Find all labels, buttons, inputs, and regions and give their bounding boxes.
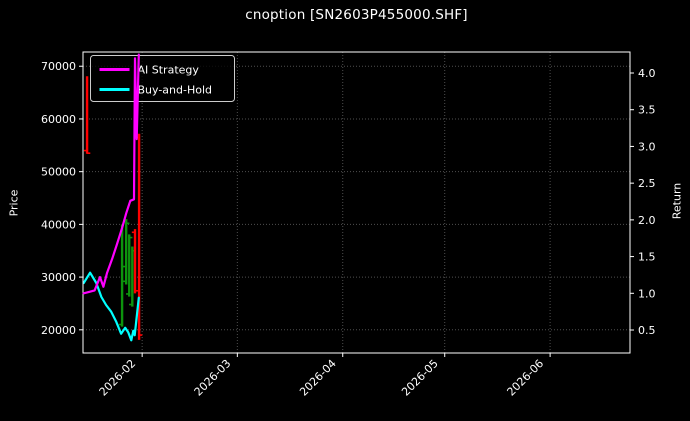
date-tick-label: 2026-02 — [97, 357, 139, 399]
return-axis-label: Return — [670, 182, 684, 220]
return-tick-label: 1.5 — [638, 251, 656, 264]
date-tick-label: 2026-04 — [297, 357, 339, 399]
price-axis-label: Price — [7, 189, 21, 217]
price-tick-label: 50000 — [41, 166, 76, 179]
price-tick-label: 60000 — [41, 113, 76, 126]
chart-title: cnoption [SN2603P455000.SHF] — [245, 7, 468, 23]
legend-label: Buy-and-Hold — [138, 84, 213, 97]
return-tick-label: 3.0 — [638, 140, 656, 153]
buy-and-hold-line — [82, 271, 140, 342]
return-tick-label: 1.0 — [638, 287, 656, 300]
legend-label: AI Strategy — [138, 64, 200, 77]
return-tick-label: 0.5 — [638, 324, 656, 337]
return-tick-label: 3.5 — [638, 104, 656, 117]
price-tick-label: 40000 — [41, 218, 76, 231]
date-tick-label: 2026-06 — [505, 357, 547, 399]
date-tick-label: 2026-03 — [192, 357, 234, 399]
return-tick-label: 2.0 — [638, 214, 656, 227]
price-tick-label: 70000 — [41, 60, 76, 73]
price-tick-label: 30000 — [41, 271, 76, 284]
return-tick-label: 2.5 — [638, 177, 656, 190]
ai-strategy-line — [82, 53, 140, 295]
price-tick-label: 20000 — [41, 324, 76, 337]
date-tick-label: 2026-05 — [399, 357, 441, 399]
return-tick-label: 4.0 — [638, 67, 656, 80]
plot-border — [82, 51, 631, 354]
